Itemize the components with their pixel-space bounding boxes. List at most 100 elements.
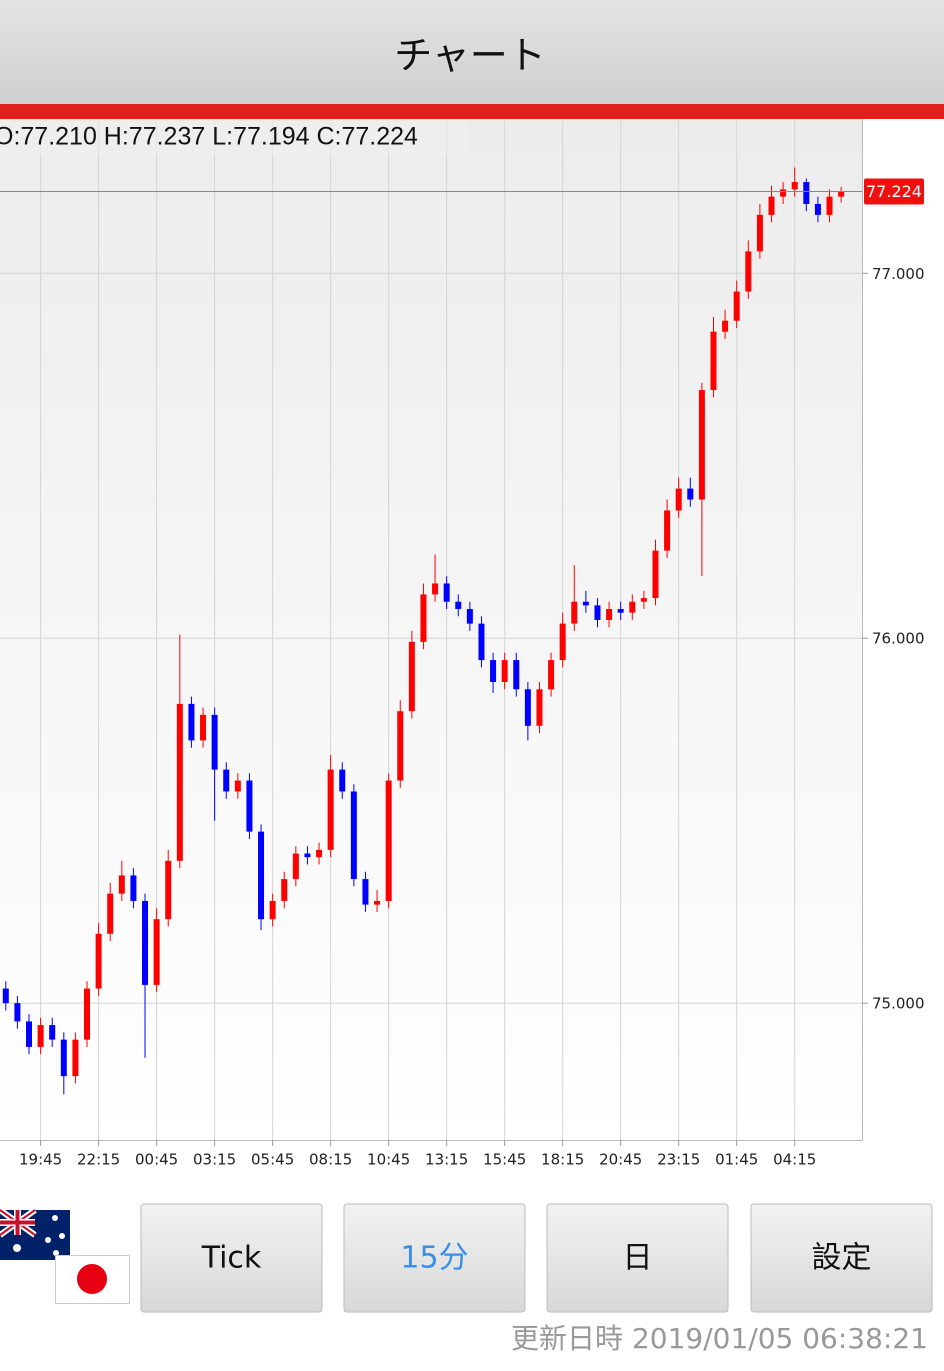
candle-body: [478, 623, 485, 661]
candle-body: [524, 689, 531, 726]
candle-body: [466, 609, 473, 624]
candle-body: [780, 189, 787, 197]
candle-body: [606, 609, 613, 620]
page-title: チャート: [394, 34, 546, 78]
x-tick-label: 20:45: [599, 1151, 642, 1169]
candle-body: [84, 988, 91, 1040]
period-button[interactable]: [546, 1203, 729, 1313]
header-bar: [0, 0, 944, 104]
candle-body: [814, 203, 821, 215]
candle-body: [269, 900, 276, 920]
candle-body: [350, 791, 357, 880]
candle-body: [838, 191, 845, 197]
candle-body: [675, 488, 682, 511]
ticks: 75.000 76.000 77.000 19:45 22:15 00:45 03:15 05…: [0, 178, 925, 1169]
candle-body: [153, 919, 160, 985]
button-row: Tick 15分 日 設定: [140, 1203, 933, 1313]
ohlc-text: O:77.210 H:77.237 L:77.194 C:77.224: [0, 123, 418, 151]
x-tick-label: 01:45: [715, 1151, 758, 1169]
period-button[interactable]: [140, 1203, 323, 1313]
candle-body: [617, 609, 624, 613]
period-button-label[interactable]: 設定: [812, 1241, 872, 1276]
candle-body: [142, 900, 149, 985]
candle-body: [327, 769, 334, 850]
update-time: 更新日時 2019/01/05 06:38:21: [511, 1322, 928, 1355]
candle-body: [745, 251, 752, 292]
x-tick-label: 04:15: [773, 1151, 816, 1169]
candles: [2, 167, 845, 1095]
candle-body: [664, 510, 671, 551]
candle-body: [188, 703, 195, 741]
candle-body: [200, 714, 207, 741]
candle-body: [698, 390, 705, 500]
ohlc-bg: [0, 120, 470, 154]
candle-body: [629, 601, 636, 613]
y-tick-label: 76.000: [872, 630, 925, 648]
candle-body: [339, 769, 346, 792]
candle-body: [803, 182, 810, 204]
candle-body: [710, 331, 717, 391]
plot-area: [0, 119, 862, 1141]
candle-body: [791, 182, 798, 190]
x-tick-label: 22:15: [77, 1151, 120, 1169]
x-tick-label: 15:45: [483, 1151, 526, 1169]
candle-body: [107, 893, 114, 934]
candle-body: [559, 623, 566, 661]
candle-body: [536, 689, 543, 726]
candle-body: [513, 660, 520, 690]
candle-body: [640, 598, 647, 602]
last-price-box: [864, 178, 924, 205]
candle-body: [733, 291, 740, 321]
x-tick-label: 18:15: [541, 1151, 584, 1169]
price-axis-panel: [862, 119, 944, 1141]
candle-body: [582, 601, 589, 606]
candle-body: [26, 1021, 33, 1047]
period-button[interactable]: [750, 1203, 933, 1313]
candle-body: [687, 488, 694, 500]
candle-body: [548, 660, 555, 690]
period-button-label[interactable]: 日: [623, 1241, 653, 1276]
y-tick-label: 75.000: [872, 995, 925, 1013]
x-tick-label: 03:15: [193, 1151, 236, 1169]
period-button[interactable]: [343, 1203, 526, 1313]
x-tick-label: 05:45: [251, 1151, 294, 1169]
candle-body: [258, 831, 265, 920]
candle-body: [130, 875, 137, 901]
x-tick-label: 10:45: [367, 1151, 410, 1169]
candle-body: [652, 550, 659, 599]
candle-body: [37, 1025, 44, 1047]
candle-body: [826, 196, 833, 215]
candle-body: [756, 214, 763, 252]
symbol-flags: [0, 1207, 130, 1304]
candle-body: [72, 1039, 79, 1077]
candle-body: [165, 860, 172, 920]
candle-body: [246, 780, 253, 832]
x-tick-label: 08:15: [309, 1151, 352, 1169]
candle-body: [501, 660, 508, 683]
x-tick-label: 23:15: [657, 1151, 700, 1169]
candle-body: [292, 853, 299, 880]
candle-body: [281, 879, 288, 901]
candle-body: [722, 320, 729, 332]
period-button-label[interactable]: Tick: [201, 1241, 262, 1276]
candle-body: [385, 780, 392, 901]
candle-body: [223, 769, 230, 792]
candle-body: [118, 875, 125, 894]
candle-body: [304, 853, 311, 858]
candle-body: [316, 849, 323, 858]
candle-body: [571, 601, 578, 624]
period-button-label[interactable]: 15分: [400, 1241, 468, 1276]
accent-bar: [0, 104, 944, 119]
candle-body: [374, 900, 381, 905]
candle-body: [768, 196, 775, 215]
candle-body: [443, 583, 450, 602]
candle-body: [176, 703, 183, 861]
y-tick-label: 77.000: [872, 265, 925, 283]
x-tick-label: 13:15: [425, 1151, 468, 1169]
candle-body: [408, 641, 415, 712]
candle-body: [49, 1025, 56, 1040]
candle-body: [490, 660, 497, 683]
candle-body: [211, 714, 218, 770]
candle-body: [362, 879, 369, 905]
